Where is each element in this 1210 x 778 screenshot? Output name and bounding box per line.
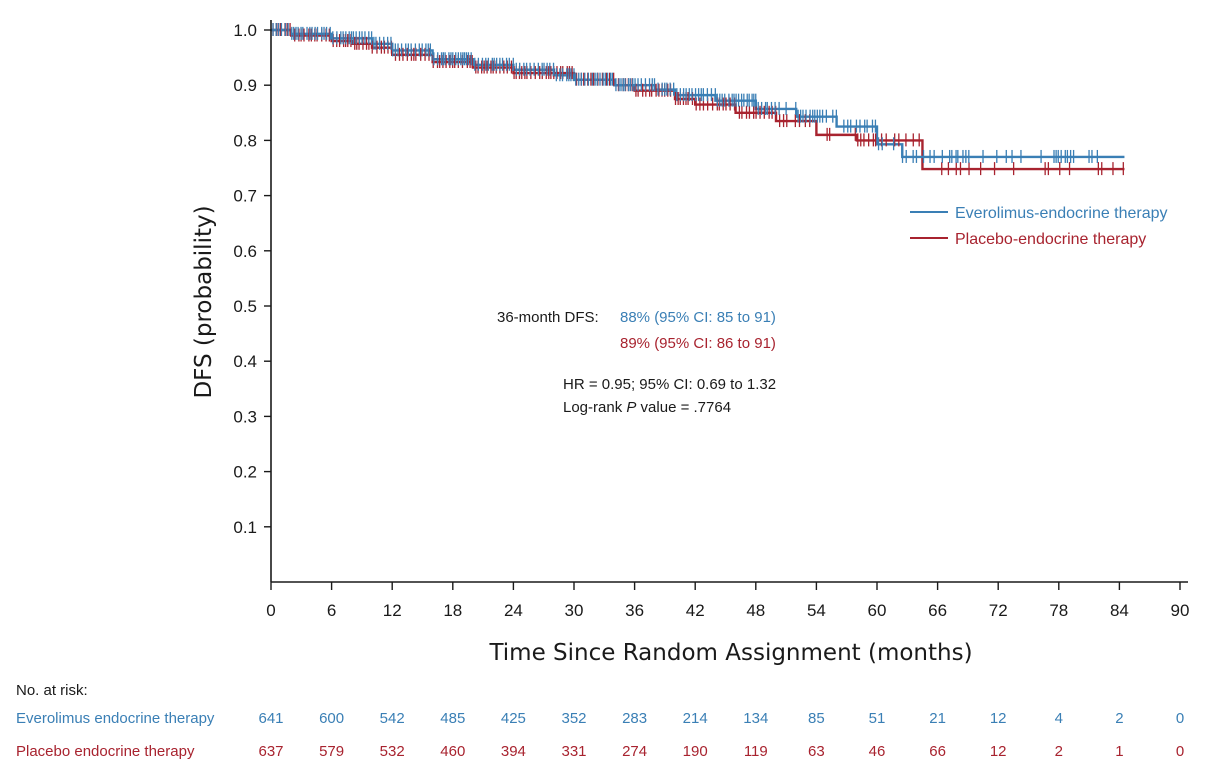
risk-value: 21 [929, 710, 946, 727]
risk-value: 12 [990, 710, 1007, 727]
logrank-prefix: Log-rank [563, 399, 626, 416]
risk-value: 66 [929, 743, 946, 760]
risk-value: 274 [622, 743, 647, 760]
hazard-ratio: HR = 0.95; 95% CI: 0.69 to 1.32 [563, 376, 776, 393]
risk-table-title: No. at risk: [16, 682, 88, 699]
y-tick-label: 0.4 [233, 352, 257, 371]
risk-value: 485 [440, 710, 465, 727]
x-tick-label: 66 [928, 601, 947, 620]
risk-value: 532 [380, 743, 405, 760]
risk-value: 85 [808, 710, 825, 727]
risk-value: 4 [1055, 710, 1063, 727]
risk-value: 542 [380, 710, 405, 727]
x-tick-label: 36 [625, 601, 644, 620]
y-ticks: 0.1 0.2 0.3 0.4 0.5 0.6 0.7 0.8 0.9 1.0 [233, 21, 271, 537]
x-tick-label: 54 [807, 601, 826, 620]
risk-value: 190 [683, 743, 708, 760]
x-tick-label: 24 [504, 601, 523, 620]
risk-value: 51 [869, 710, 886, 727]
y-tick-label: 0.8 [233, 131, 257, 150]
risk-value: 394 [501, 743, 526, 760]
risk-value: 46 [869, 743, 886, 760]
x-tick-label: 90 [1171, 601, 1190, 620]
x-tick-label: 18 [443, 601, 462, 620]
x-tick-label: 6 [327, 601, 336, 620]
risk-value: 1 [1115, 743, 1123, 760]
x-tick-label: 12 [383, 601, 402, 620]
x-tick-label: 60 [868, 601, 887, 620]
dfs-everolimus: 88% (95% CI: 85 to 91) [620, 309, 776, 326]
logrank-suffix: value = .7764 [636, 399, 731, 416]
y-tick-label: 0.6 [233, 242, 257, 261]
risk-value: 283 [622, 710, 647, 727]
risk-value: 637 [258, 743, 283, 760]
risk-value: 119 [744, 743, 768, 760]
x-tick-label: 72 [989, 601, 1008, 620]
logrank-p-symbol: P [626, 399, 636, 416]
y-tick-label: 0.1 [233, 518, 257, 537]
risk-value: 2 [1055, 743, 1063, 760]
x-ticks: 0 6 12 18 24 30 36 42 48 54 60 66 72 78 84 90 [266, 582, 1189, 620]
risk-value: 0 [1176, 710, 1184, 727]
risk-row-label: Everolimus endocrine therapy [16, 710, 215, 727]
legend: Everolimus-endocrine therapy Placebo-end… [910, 205, 1168, 248]
legend-label-placebo: Placebo-endocrine therapy [955, 231, 1146, 248]
risk-value: 134 [743, 710, 768, 727]
x-tick-label: 78 [1049, 601, 1068, 620]
risk-table: No. at risk: Everolimus endocrine therap… [16, 682, 1184, 760]
y-tick-label: 0.7 [233, 187, 257, 206]
risk-value: 641 [258, 710, 283, 727]
x-tick-label: 48 [746, 601, 765, 620]
y-tick-label: 0.9 [233, 76, 257, 95]
y-tick-label: 0.5 [233, 297, 257, 316]
risk-value: 352 [561, 710, 586, 727]
risk-value: 600 [319, 710, 344, 727]
risk-value: 63 [808, 743, 825, 760]
logrank-p: Log-rank P value = .7764 [563, 399, 731, 416]
risk-value: 425 [501, 710, 526, 727]
axes [270, 20, 1188, 583]
risk-row-label: Placebo endocrine therapy [16, 743, 195, 760]
y-tick-label: 0.3 [233, 407, 257, 426]
x-tick-label: 0 [266, 601, 275, 620]
legend-label-everolimus: Everolimus-endocrine therapy [955, 205, 1168, 222]
x-tick-label: 42 [686, 601, 705, 620]
risk-value: 2 [1115, 710, 1123, 727]
y-axis-title: DFS (probability) [191, 205, 217, 398]
censor-marks [272, 23, 1124, 176]
risk-value: 331 [561, 743, 586, 760]
x-tick-label: 30 [565, 601, 584, 620]
risk-value: 460 [440, 743, 465, 760]
dfs-placebo: 89% (95% CI: 86 to 91) [620, 335, 776, 352]
risk-value: 0 [1176, 743, 1184, 760]
risk-value: 12 [990, 743, 1007, 760]
dfs-label: 36-month DFS: [497, 309, 599, 326]
km-curve-everolimus [271, 28, 1125, 159]
risk-value: 214 [683, 710, 708, 727]
y-tick-label: 1.0 [233, 21, 257, 40]
annotations: 36-month DFS: 88% (95% CI: 85 to 91) 89%… [497, 309, 776, 416]
y-tick-label: 0.2 [233, 463, 257, 482]
x-tick-label: 84 [1110, 601, 1129, 620]
x-axis-title: Time Since Random Assignment (months) [488, 640, 972, 666]
risk-value: 579 [319, 743, 344, 760]
